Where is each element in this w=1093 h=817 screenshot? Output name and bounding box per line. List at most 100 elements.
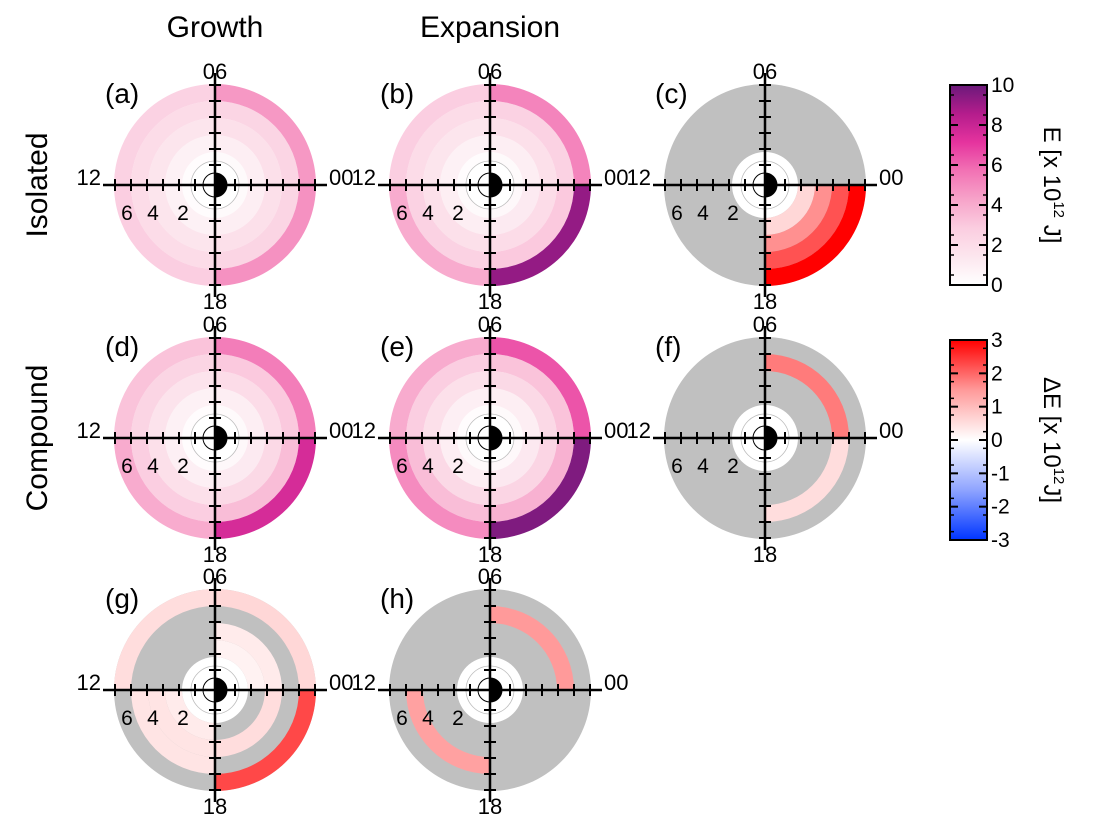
dial-cell [215, 185, 265, 235]
dial-cell [215, 337, 316, 438]
mlt-label-18: 18 [203, 289, 227, 314]
radial-label: 4 [422, 202, 434, 225]
mlt-label-12: 12 [352, 670, 376, 695]
mlt-label-18: 18 [203, 542, 227, 567]
colorbar-title: E [x 1012 J] [1038, 127, 1067, 244]
dial-cell [182, 405, 215, 438]
dial-cell [215, 438, 316, 539]
dial-cell [406, 101, 490, 185]
colorbar-ramp [949, 84, 988, 286]
dial-cell [215, 371, 282, 438]
dial-cell [182, 185, 215, 218]
colorbar-energy: 10 8 6 4 2 0 E [x 1012 J] [949, 74, 1067, 297]
colorbar-tick-label: 6 [991, 154, 1003, 177]
radial-label: 2 [177, 455, 189, 478]
dial-cell [215, 438, 265, 488]
mlt-label-18: 18 [478, 289, 502, 314]
dial-panel-b: (b) 06 18 12 00 6 4 2 [352, 59, 629, 314]
dial-cell [165, 135, 215, 185]
radial-label: 4 [147, 202, 159, 225]
colorbar-tick-label: 1 [991, 396, 1003, 419]
radial-label: 6 [671, 202, 683, 225]
dial-cell [490, 185, 523, 218]
mlt-label-00: 00 [329, 670, 353, 695]
colorbar-tick-label: -1 [991, 462, 1010, 485]
dial-panel-d: (d) 06 18 12 00 6 4 2 [77, 312, 354, 567]
mlt-label-00: 00 [604, 670, 628, 695]
radial-label: 4 [422, 707, 434, 730]
dial-cell [215, 623, 282, 690]
colorbar-tick-label: 0 [991, 429, 1003, 452]
mlt-label-12: 12 [627, 418, 651, 443]
dial-cell [165, 438, 215, 488]
dial-panel-e: (e) 06 18 12 00 6 4 2 [352, 312, 629, 567]
dial-cell [215, 405, 248, 438]
dial-cell [114, 589, 215, 690]
dial-cell [131, 690, 215, 774]
dial-cell [406, 185, 490, 269]
dial-cell [215, 118, 282, 185]
dial-cell [440, 438, 490, 488]
panel-label: (e) [380, 331, 414, 362]
dial-cell [215, 152, 248, 185]
dial-cell [490, 606, 574, 690]
dial-cell [490, 354, 574, 438]
radial-label: 2 [452, 202, 464, 225]
dial-cell [215, 690, 316, 791]
dial-cell [215, 438, 248, 471]
mlt-label-12: 12 [627, 165, 651, 190]
dial-cell [389, 84, 490, 185]
radial-label: 2 [177, 202, 189, 225]
mlt-label-18: 18 [753, 289, 777, 314]
dial-cell [490, 185, 540, 235]
mlt-label-06: 06 [478, 312, 502, 337]
mlt-label-06: 06 [478, 564, 502, 589]
dial-cell [490, 438, 574, 522]
dial-panel-g: (g) 06 18 12 00 6 4 2 [77, 564, 354, 817]
radial-label: 6 [396, 202, 408, 225]
dial-panel-f: (f) 06 18 12 00 6 4 2 [627, 312, 904, 567]
dial-cell [765, 354, 849, 438]
dial-cell [215, 84, 316, 185]
dial-cell [765, 185, 849, 269]
dial-cell [490, 371, 557, 438]
dial-cell [215, 135, 265, 185]
dial-cell [406, 354, 490, 438]
dial-cell [490, 337, 591, 438]
dial-cell [114, 185, 215, 286]
dial-cell [423, 118, 490, 185]
dial-cell [215, 438, 282, 505]
dial-cell [148, 438, 215, 505]
mlt-label-18: 18 [478, 542, 502, 567]
dial-cell [215, 589, 316, 690]
panel-label: (d) [105, 331, 139, 362]
colorbar-tick-label: 0 [991, 274, 1003, 297]
colorbar-tick-label: 2 [991, 234, 1003, 257]
radial-label: 4 [697, 202, 709, 225]
dial-cell [490, 388, 540, 438]
dial-cell [457, 438, 490, 471]
radial-label: 4 [697, 455, 709, 478]
dial-panel-h: (h) 06 18 12 00 6 4 2 [352, 564, 629, 817]
panel-label: (h) [380, 583, 414, 614]
row-title-isolated: Isolated [21, 132, 54, 237]
colorbar-tick-label: 2 [991, 362, 1003, 385]
radial-label: 6 [121, 455, 133, 478]
dial-cell [215, 185, 316, 286]
dial-cell [490, 438, 557, 505]
dial-cell [114, 438, 215, 539]
colorbar-title: ΔE [x 1012J] [1038, 377, 1067, 503]
colorbar-title-unit: J] [1038, 218, 1065, 243]
colorbar-title-sup: 12 [1050, 468, 1067, 485]
dial-cell [131, 185, 215, 269]
dial-cell [148, 371, 215, 438]
mlt-label-00: 00 [604, 418, 628, 443]
colorbar-title-unit: J] [1038, 484, 1065, 503]
mlt-label-06: 06 [753, 312, 777, 337]
row-title-compound: Compound [21, 365, 54, 512]
dial-cell [490, 405, 523, 438]
colorbar-title-main: E [x 10 [1038, 127, 1065, 202]
dial-cell [490, 185, 574, 269]
